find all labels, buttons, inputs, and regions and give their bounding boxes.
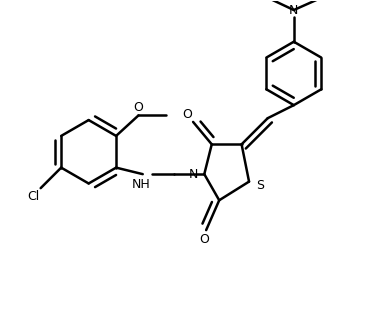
Text: NH: NH: [132, 178, 150, 191]
Text: O: O: [200, 233, 209, 246]
Text: N: N: [188, 168, 198, 181]
Text: Cl: Cl: [27, 190, 39, 203]
Text: S: S: [256, 179, 264, 192]
Text: O: O: [134, 101, 143, 114]
Text: O: O: [183, 108, 192, 121]
Text: N: N: [289, 3, 298, 16]
